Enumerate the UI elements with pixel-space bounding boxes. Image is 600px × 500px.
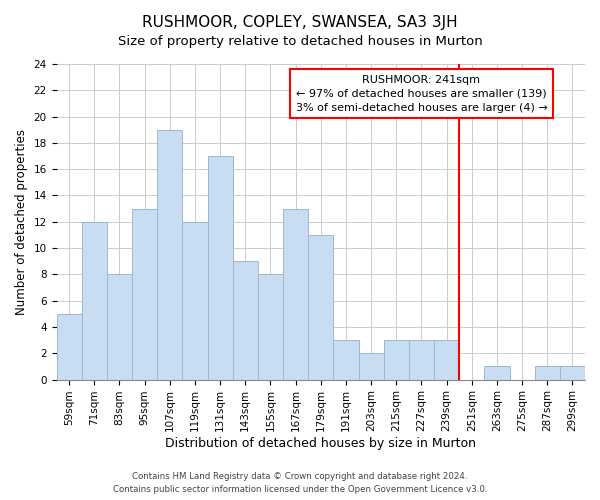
Text: RUSHMOOR: 241sqm
← 97% of detached houses are smaller (139)
3% of semi-detached : RUSHMOOR: 241sqm ← 97% of detached house… [296, 74, 547, 112]
Bar [157, 130, 182, 380]
Text: RUSHMOOR, COPLEY, SWANSEA, SA3 3JH: RUSHMOOR, COPLEY, SWANSEA, SA3 3JH [142, 15, 458, 30]
Bar [283, 208, 308, 380]
Bar [208, 156, 233, 380]
Bar [560, 366, 585, 380]
Bar [334, 340, 359, 380]
Bar [484, 366, 509, 380]
Bar [535, 366, 560, 380]
Bar [56, 314, 82, 380]
Bar [409, 340, 434, 380]
Bar [308, 235, 334, 380]
Bar [182, 222, 208, 380]
Text: Contains HM Land Registry data © Crown copyright and database right 2024.
Contai: Contains HM Land Registry data © Crown c… [113, 472, 487, 494]
Bar [434, 340, 459, 380]
Bar [359, 354, 383, 380]
Bar [233, 261, 258, 380]
Y-axis label: Number of detached properties: Number of detached properties [15, 129, 28, 315]
Bar [107, 274, 132, 380]
X-axis label: Distribution of detached houses by size in Murton: Distribution of detached houses by size … [165, 437, 476, 450]
Bar [82, 222, 107, 380]
Bar [258, 274, 283, 380]
Bar [132, 208, 157, 380]
Bar [383, 340, 409, 380]
Text: Size of property relative to detached houses in Murton: Size of property relative to detached ho… [118, 35, 482, 48]
